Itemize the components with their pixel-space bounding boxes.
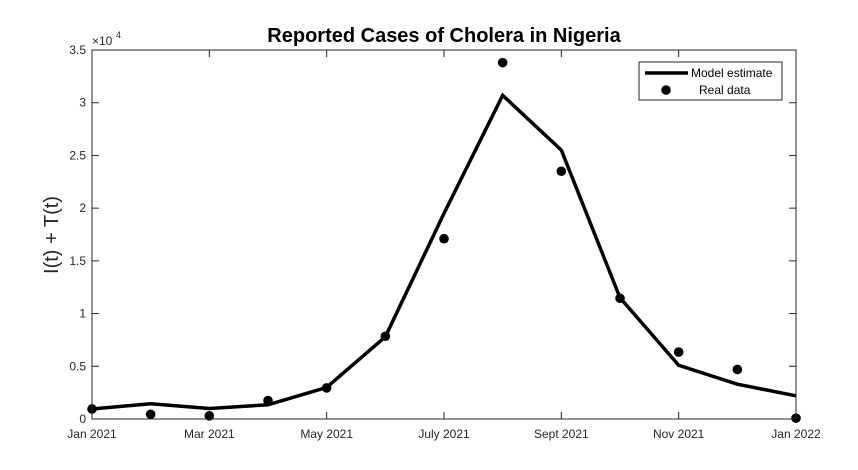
x-tick-label: Sept 2021 [534, 427, 589, 441]
y-axis-label: I(t) + T(t) [41, 196, 63, 274]
x-tick-label: May 2021 [300, 427, 353, 441]
legend-label-model: Model estimate [691, 66, 773, 80]
y-tick-label: 2.5 [69, 148, 86, 162]
data-point-real [673, 347, 684, 357]
data-point-real [321, 383, 332, 393]
data-point-real [204, 411, 215, 421]
data-point-real [145, 409, 156, 420]
data-point-real [556, 166, 567, 177]
x-tick-label: Jan 2022 [771, 427, 821, 441]
y-tick-label: 1 [79, 307, 86, 321]
x-tick-label: Nov 2021 [653, 427, 705, 441]
y-tick-label: 1.5 [69, 254, 86, 268]
legend: Model estimate Real data [638, 61, 783, 101]
y-exponent: ×10 4 [92, 30, 121, 48]
x-axis-ticks: Jan 2021 Mar 2021 May 2021 July 2021 Sept 20… [67, 50, 821, 441]
x-tick-label: July 2021 [418, 427, 470, 441]
data-point-real [497, 57, 508, 68]
y-tick-label: 0.5 [69, 359, 86, 373]
y-tick-label: 2 [79, 201, 86, 215]
data-point-real [439, 233, 449, 244]
y-axis-ticks: 0 0.5 1 1.5 2 2.5 3 3.5 [69, 43, 796, 426]
series-line-model-estimate [91, 92, 797, 411]
data-point-real [732, 364, 743, 375]
legend-box [638, 61, 783, 101]
y-exponent-base: ×10 [92, 34, 113, 48]
legend-label-real: Real data [699, 83, 751, 97]
y-tick-label: 3 [79, 96, 86, 110]
data-point-real [380, 331, 391, 342]
legend-dot-marker [661, 85, 671, 95]
x-tick-label: Jan 2021 [67, 427, 117, 441]
data-point-real [263, 395, 273, 406]
y-exponent-power: 4 [116, 30, 121, 40]
axes-box [91, 49, 797, 420]
y-tick-label: 3.5 [69, 43, 86, 57]
data-point-real [615, 293, 625, 304]
chart-title: Reported Cases of Cholera in Nigeria [267, 25, 621, 47]
series-layer [87, 57, 801, 423]
x-tick-label: Mar 2021 [184, 427, 235, 441]
y-tick-label: 0 [79, 412, 86, 426]
